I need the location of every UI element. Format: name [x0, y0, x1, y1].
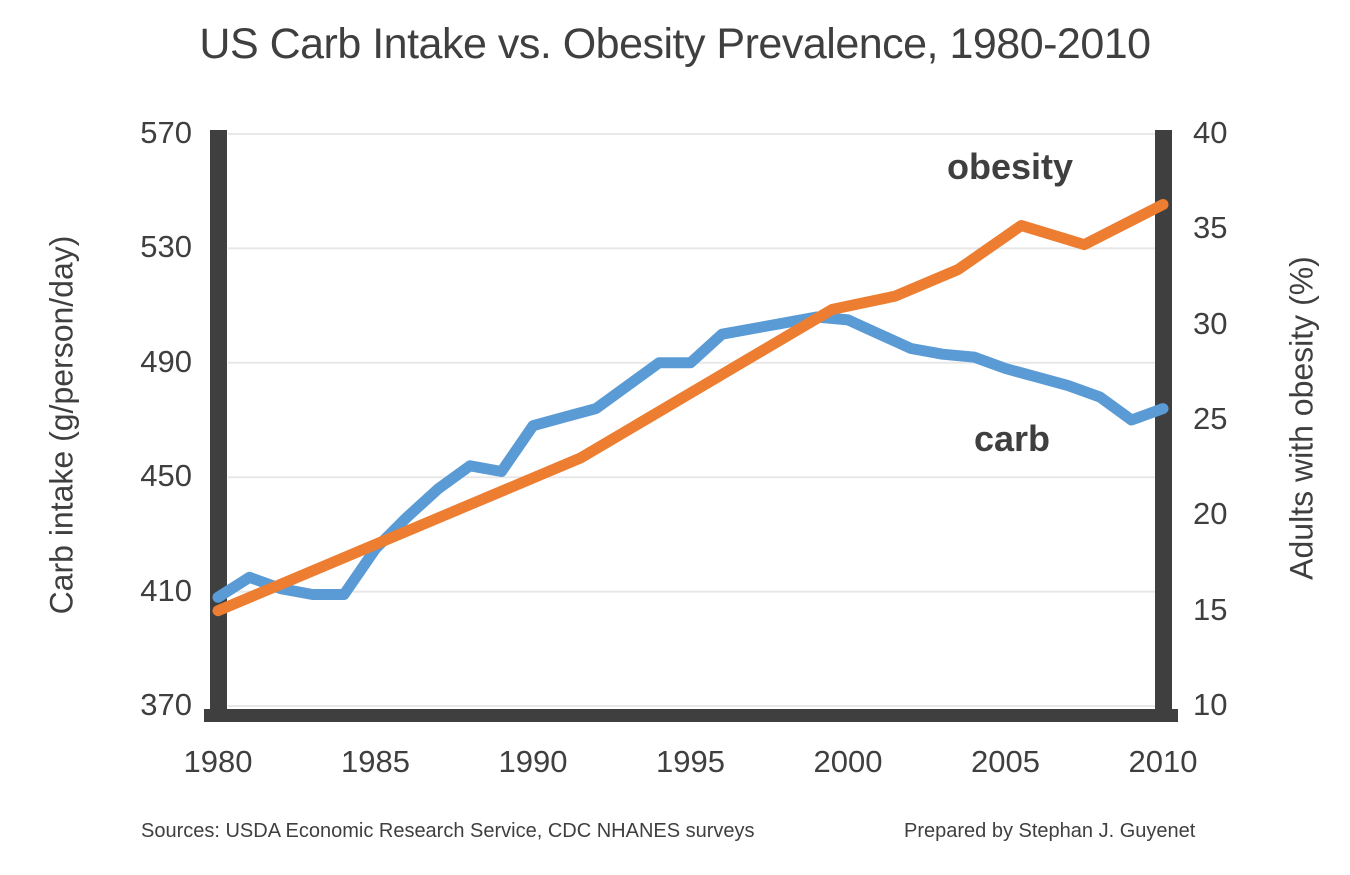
x-axis-tick-1985: 1985: [341, 744, 410, 779]
right-axis-tick-35: 35: [1193, 210, 1228, 246]
x-axis-tick-2010: 2010: [1128, 744, 1198, 779]
right-axis-bar: [1155, 130, 1172, 722]
right-axis-tick-20: 20: [1193, 496, 1228, 532]
right-axis-tick-30: 30: [1193, 305, 1228, 341]
right-axis-tick-40: 40: [1193, 115, 1228, 150]
left-axis-bar: [210, 130, 227, 722]
bottom-axis-bar: [204, 709, 1178, 722]
x-axis-tick-1980: 1980: [183, 744, 253, 779]
right-axis-tick-10: 10: [1193, 687, 1228, 722]
right-axis-tick-15: 15: [1193, 591, 1228, 627]
left-axis-tick-570: 570: [140, 115, 192, 150]
x-axis-tick-1990: 1990: [498, 744, 568, 779]
right-axis-title: Adults with obesity (%): [1283, 256, 1320, 580]
obesity-line: [212, 199, 1169, 617]
left-axis-tick-490: 490: [140, 343, 192, 379]
obesity-series-label: obesity: [947, 146, 1074, 187]
chart-title: US Carb Intake vs. Obesity Prevalence, 1…: [199, 20, 1151, 68]
credit-note: Prepared by Stephan J. Guyenet: [904, 820, 1196, 842]
left-axis-tick-410: 410: [140, 572, 192, 608]
sources-note: Sources: USDA Economic Research Service,…: [141, 820, 755, 842]
left-axis-tick-450: 450: [140, 458, 192, 494]
left-axis-title: Carb intake (g/person/day): [43, 235, 80, 615]
left-axis-tick-530: 530: [140, 229, 192, 265]
left-axis-tick-370: 370: [140, 687, 192, 722]
x-axis-tick-2000: 2000: [813, 744, 883, 779]
carb-series-label: carb: [974, 418, 1051, 459]
x-axis-tick-2005: 2005: [971, 744, 1040, 779]
right-axis-tick-25: 25: [1193, 401, 1228, 436]
x-axis-tick-1995: 1995: [656, 744, 725, 779]
